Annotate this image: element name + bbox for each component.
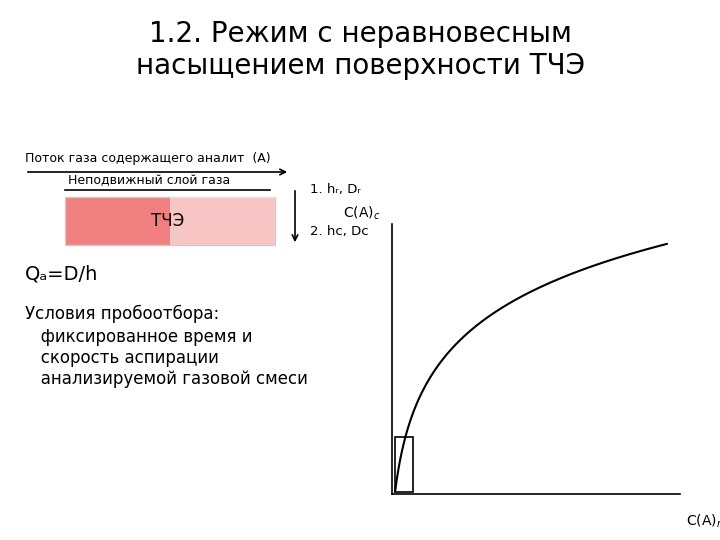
Text: Условия пробоотбора:: Условия пробоотбора: — [25, 305, 220, 323]
Text: ТЧЭ: ТЧЭ — [151, 212, 184, 230]
Text: Неподвижный слой газа: Неподвижный слой газа — [68, 174, 230, 187]
Text: Поток газа содержащего аналит  (А): Поток газа содержащего аналит (А) — [25, 152, 271, 165]
Bar — [170, 197, 275, 245]
Text: фиксированное время и
   скорость аспирации
   анализируемой газовой смеси: фиксированное время и скорость аспирации… — [25, 328, 308, 388]
Text: C(A)$_r$: C(A)$_r$ — [686, 513, 720, 530]
Bar — [65, 197, 275, 245]
Text: Qₐ=D/h: Qₐ=D/h — [25, 265, 99, 284]
Text: 1.2. Режим с неравновесным
насыщением поверхности ТЧЭ: 1.2. Режим с неравновесным насыщением по… — [135, 20, 585, 80]
Bar — [395, 437, 413, 491]
Text: 2. hᴄ, Dᴄ: 2. hᴄ, Dᴄ — [310, 226, 369, 239]
Text: 1. hᵣ, Dᵣ: 1. hᵣ, Dᵣ — [310, 184, 361, 197]
Text: C(A)$_c$: C(A)$_c$ — [343, 205, 381, 222]
